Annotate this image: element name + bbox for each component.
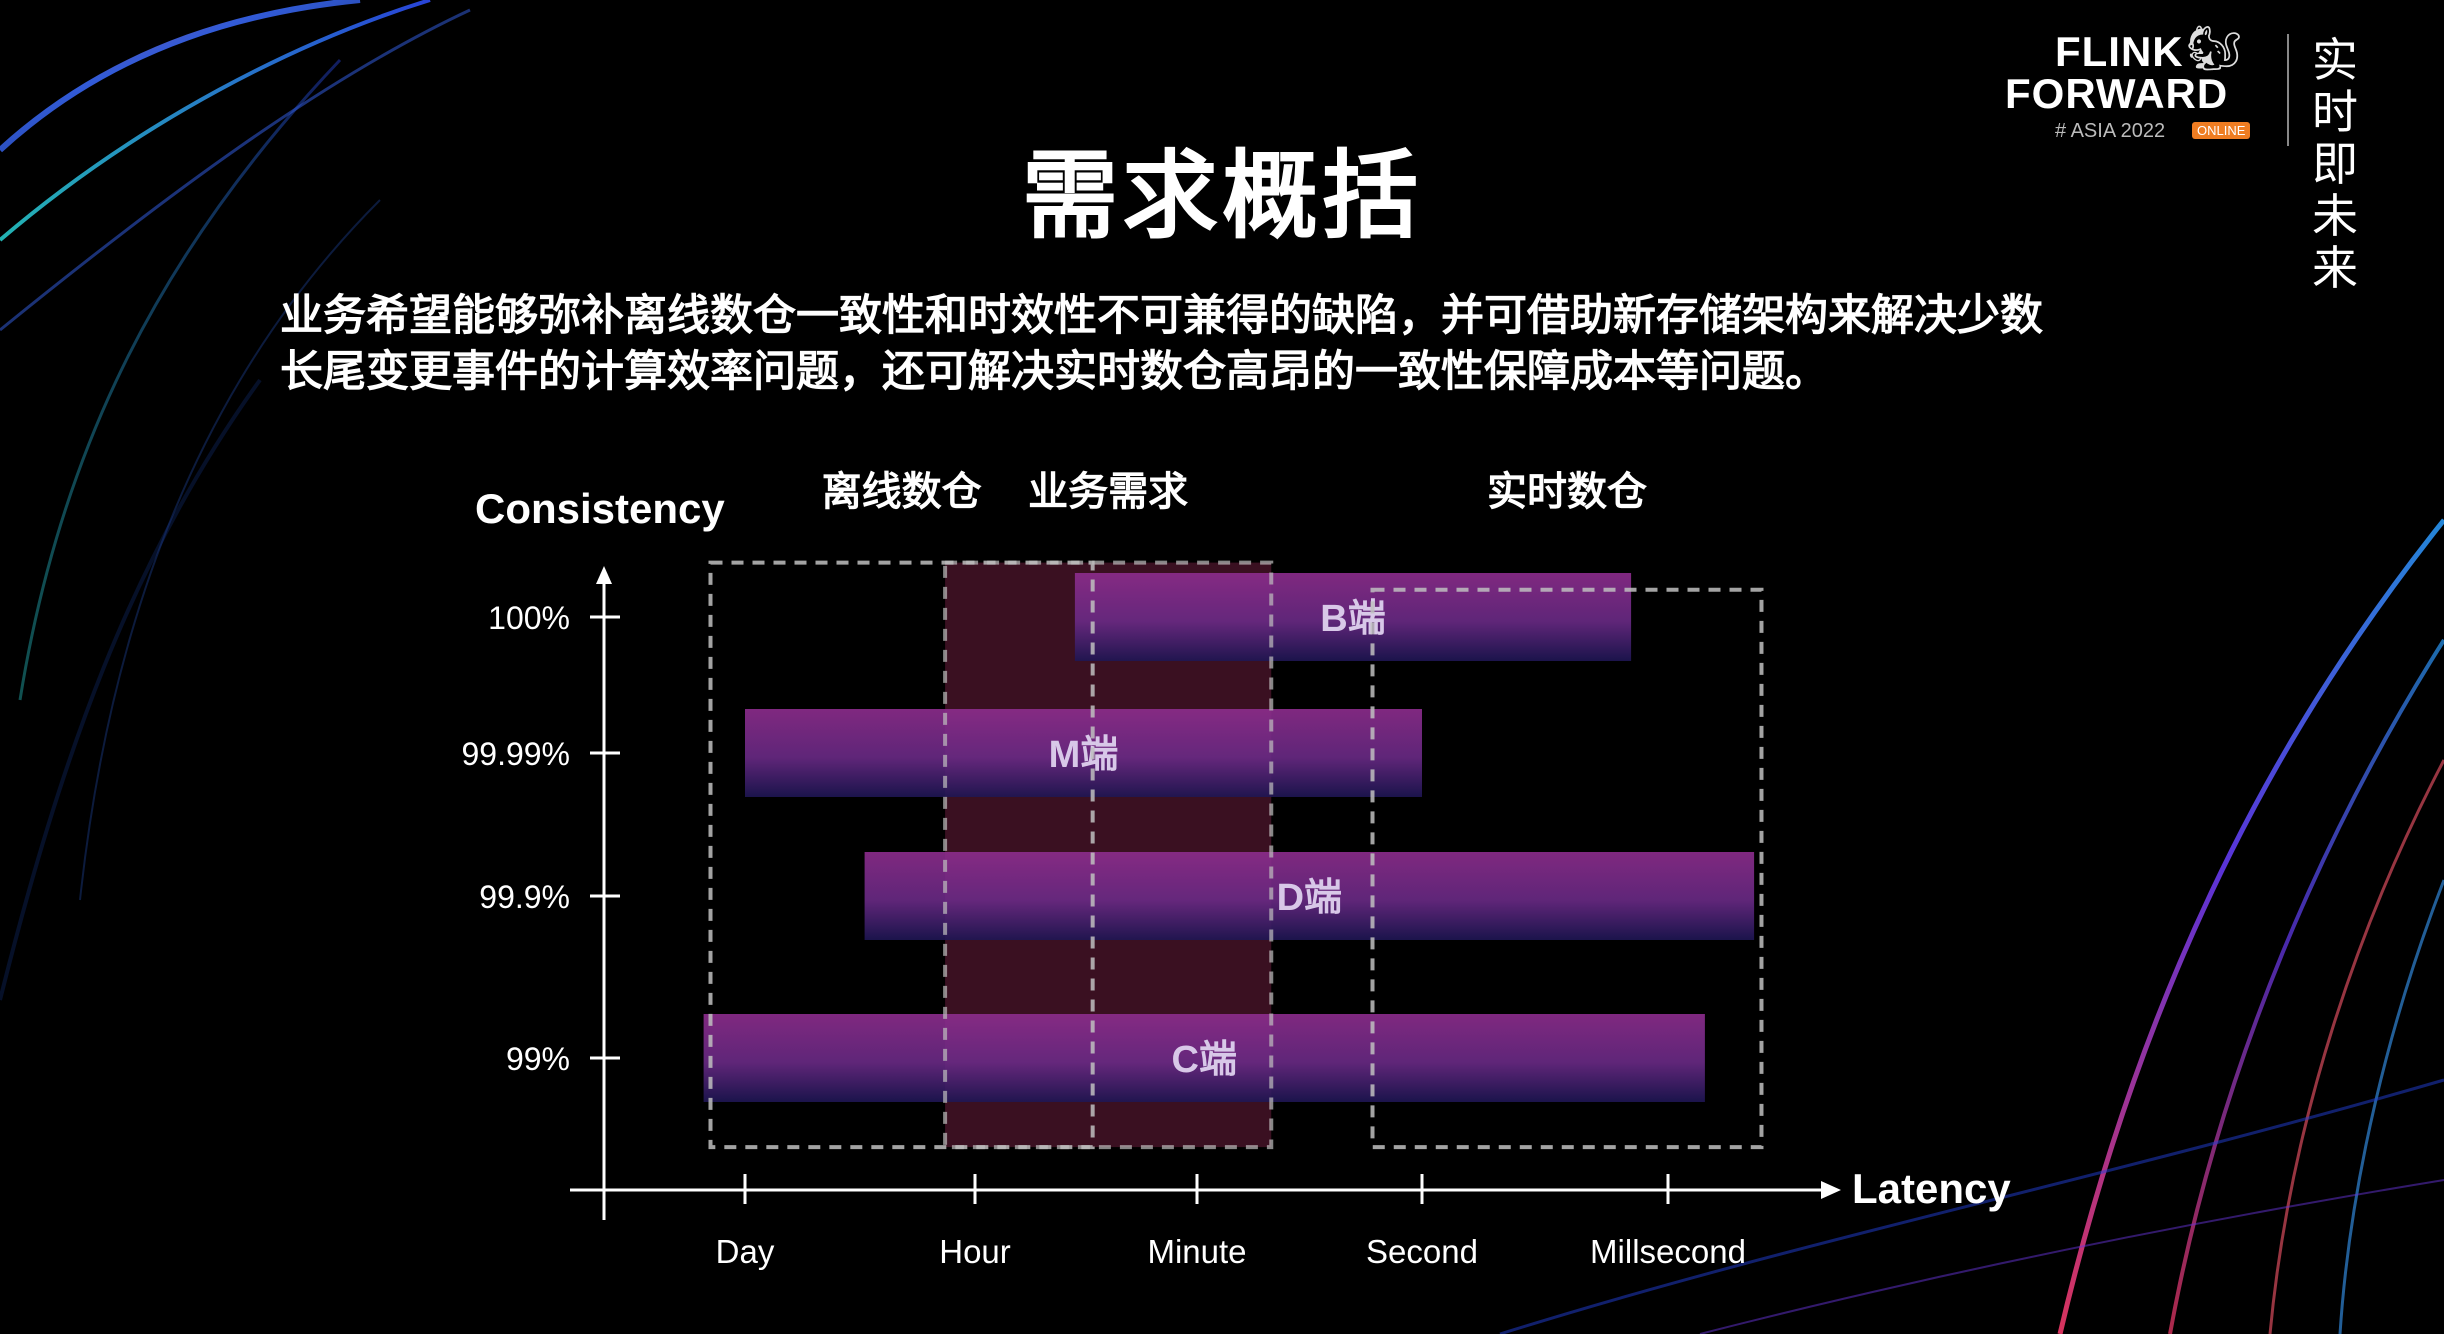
x-tick-label-Millsecond: Millsecond [1590, 1233, 1746, 1270]
bar-label-B端: B端 [1320, 598, 1385, 640]
y-tick-label-100%: 100% [488, 600, 570, 636]
logo-text-forward: FORWARD [2005, 70, 2229, 117]
logo-text-asia: # ASIA 2022 [2055, 120, 2166, 142]
bar-M端 [745, 709, 1422, 797]
description-line-1: 业务希望能够弥补离线数仓一致性和时效性不可兼得的缺陷，并可借助新存储架构来解决少… [280, 292, 2043, 340]
y-tick-label-99%: 99% [506, 1041, 570, 1077]
page-title: 需求概括 [1022, 143, 1422, 250]
logo-slogan: 实时即未来 [2312, 34, 2358, 294]
region-label-实时数仓: 实时数仓 [1487, 470, 1648, 514]
bar-B端 [1074, 573, 1632, 661]
y-tick-label-99.99%: 99.99% [461, 736, 570, 772]
x-tick-label-Hour: Hour [939, 1233, 1011, 1270]
description-line-2: 长尾变更事件的计算效率问题，还可解决实时数仓高昂的一致性保障成本等问题。 [280, 348, 1828, 396]
y-tick-label-99.9%: 99.9% [479, 879, 570, 915]
region-outline-离线数仓 [708, 560, 1095, 1150]
y-axis-arrow [596, 566, 612, 584]
bar-label-C端: C端 [1172, 1039, 1237, 1081]
region-label-离线数仓: 离线数仓 [822, 470, 983, 514]
region-outline-实时数仓 [1370, 587, 1764, 1150]
region-label-业务需求: 业务需求 [1028, 470, 1188, 514]
x-axis-title: Latency [1852, 1165, 2011, 1212]
region-outline-业务需求 [943, 560, 1274, 1150]
bar-label-M端: M端 [1049, 734, 1119, 776]
y-axis-title: Consistency [475, 485, 725, 532]
x-tick-label-Minute: Minute [1147, 1233, 1246, 1270]
flink-forward-logo: 🐿 FLINK FORWARD # ASIA 2022 ONLINE 实时即未来 [2000, 24, 2420, 294]
logo-text-flink: FLINK [2055, 28, 2184, 75]
page-description: 业务希望能够弥补离线数仓一致性和时效性不可兼得的缺陷，并可借助新存储架构来解决少… [280, 288, 2180, 400]
logo-divider [2287, 34, 2289, 146]
squirrel-icon: 🐿 [2186, 24, 2242, 73]
logo-online-badge: ONLINE [2192, 122, 2251, 139]
bar-D端 [864, 852, 1755, 940]
x-axis-arrow [1821, 1181, 1841, 1199]
bar-label-D端: D端 [1277, 877, 1342, 919]
x-tick-label-Second: Second [1366, 1233, 1478, 1270]
x-tick-label-Day: Day [716, 1233, 775, 1270]
bar-C端 [703, 1014, 1705, 1102]
